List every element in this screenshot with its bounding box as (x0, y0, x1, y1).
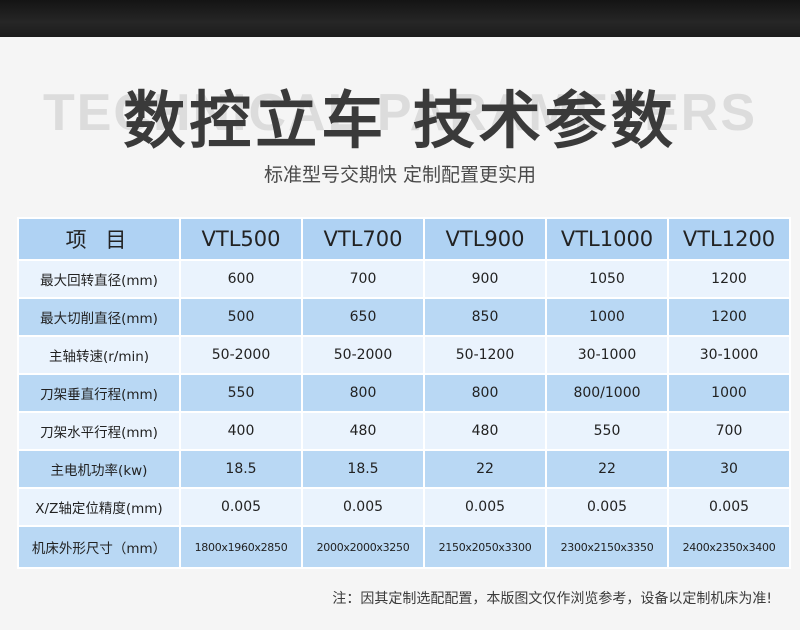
table-cell: 800 (301, 373, 425, 413)
footer-note: 注：因其定制选配配置，本版图文仅作浏览参考，设备以定制机床为准! (332, 591, 772, 607)
header-cell-model: VTL1000 (545, 217, 669, 261)
table-cell: 480 (423, 411, 547, 451)
row-label: 主电机功率(kw) (17, 449, 181, 489)
header-cell-model: VTL700 (301, 217, 425, 261)
table-cell: 1050 (545, 259, 669, 299)
header-cell-model: VTL900 (423, 217, 547, 261)
table-cell: 800 (423, 373, 547, 413)
header-cell-model: VTL1200 (667, 217, 791, 261)
table-row: 刀架垂直行程(mm) 550 800 800 800/1000 1000 (17, 373, 791, 413)
table-cell: 18.5 (179, 449, 303, 489)
table-cell: 850 (423, 297, 547, 337)
table-cell: 2150x2050x3300 (423, 525, 547, 569)
table-cell: 550 (545, 411, 669, 451)
row-label: 刀架垂直行程(mm) (17, 373, 181, 413)
table-cell: 550 (179, 373, 303, 413)
table-row: 刀架水平行程(mm) 400 480 480 550 700 (17, 411, 791, 451)
row-label: 最大切削直径(mm) (17, 297, 181, 337)
table-row: 最大切削直径(mm) 500 650 850 1000 1200 (17, 297, 791, 337)
table-row: 主电机功率(kw) 18.5 18.5 22 22 30 (17, 449, 791, 489)
table-cell: 1800x1960x2850 (179, 525, 303, 569)
table-cell: 0.005 (301, 487, 425, 527)
watermark-text: TECHNICAL PARAMETERS (42, 84, 758, 142)
table-cell: 30 (667, 449, 791, 489)
row-label: 机床外形尺寸（mm） (17, 525, 181, 569)
table-cell: 22 (423, 449, 547, 489)
table-row: 最大回转直径(mm) 600 700 900 1050 1200 (17, 259, 791, 299)
header-cell-item: 项 目 (17, 217, 181, 261)
table-cell: 1000 (545, 297, 669, 337)
table-cell: 600 (179, 259, 303, 299)
page-title: 数控立车 技术参数 (123, 84, 677, 157)
row-label: 主轴转速(r/min) (17, 335, 181, 375)
top-dark-band (0, 0, 800, 37)
table-cell: 2400x2350x3400 (667, 525, 791, 569)
table-cell: 650 (301, 297, 425, 337)
table-cell: 500 (179, 297, 303, 337)
row-label: X/Z轴定位精度(mm) (17, 487, 181, 527)
table-cell: 50-2000 (301, 335, 425, 375)
table-cell: 800/1000 (545, 373, 669, 413)
table-cell: 18.5 (301, 449, 425, 489)
page-subtitle: 标准型号交期快 定制配置更实用 (263, 164, 537, 186)
table-header-row: 项 目 VTL500 VTL700 VTL900 VTL1000 VTL1200 (17, 217, 791, 261)
table-cell: 400 (179, 411, 303, 451)
table-cell: 30-1000 (667, 335, 791, 375)
table-cell: 22 (545, 449, 669, 489)
table-row: 机床外形尺寸（mm） 1800x1960x2850 2000x2000x3250 21… (17, 525, 791, 569)
table-cell: 480 (301, 411, 425, 451)
table-cell: 0.005 (179, 487, 303, 527)
table-cell: 1000 (667, 373, 791, 413)
table-cell: 1200 (667, 297, 791, 337)
spec-table: 项 目 VTL500 VTL700 VTL900 VTL1000 VTL1200… (17, 217, 791, 569)
header-cell-model: VTL500 (179, 217, 303, 261)
table-cell: 0.005 (423, 487, 547, 527)
table-row: X/Z轴定位精度(mm) 0.005 0.005 0.005 0.005 0.005 (17, 487, 791, 527)
table-cell: 0.005 (667, 487, 791, 527)
table-cell: 2300x2150x3350 (545, 525, 669, 569)
row-label: 最大回转直径(mm) (17, 259, 181, 299)
table-cell: 1200 (667, 259, 791, 299)
table-cell: 700 (667, 411, 791, 451)
row-label: 刀架水平行程(mm) (17, 411, 181, 451)
table-cell: 0.005 (545, 487, 669, 527)
table-cell: 30-1000 (545, 335, 669, 375)
table-cell: 900 (423, 259, 547, 299)
table-cell: 50-1200 (423, 335, 547, 375)
table-row: 主轴转速(r/min) 50-2000 50-2000 50-1200 30-1000 3… (17, 335, 791, 375)
table-cell: 50-2000 (179, 335, 303, 375)
table-cell: 2000x2000x3250 (301, 525, 425, 569)
table-cell: 700 (301, 259, 425, 299)
